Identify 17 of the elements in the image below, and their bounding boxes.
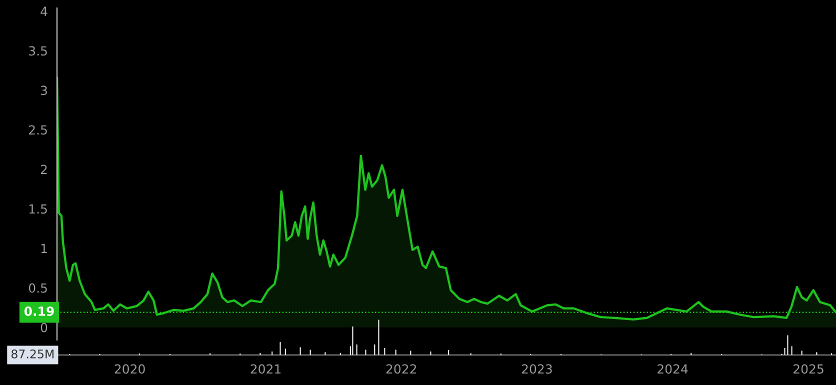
y-tick-label: 0 <box>40 322 48 332</box>
y-tick-label: 4 <box>40 6 48 16</box>
y-tick-label: 1.5 <box>29 204 47 214</box>
x-tick-label: 2022 <box>386 364 416 374</box>
y-tick-label: 1 <box>41 244 47 254</box>
x-tick-label: 2023 <box>522 364 552 374</box>
y-tick-label: 2 <box>40 164 47 174</box>
ref-line-label: 0.19 <box>24 306 54 316</box>
y-tick-label: 3 <box>40 86 47 96</box>
text: 87.25M <box>11 349 54 358</box>
y-tick-label: 2.5 <box>29 125 47 135</box>
x-tick-label: 2025 <box>794 364 824 374</box>
x-tick-label: 2024 <box>658 364 688 374</box>
y-tick-label: 0.5 <box>28 283 47 293</box>
x-tick-label: 2020 <box>114 364 145 374</box>
x-tick-label: 2021 <box>250 364 281 374</box>
y-tick-label: 3.5 <box>29 46 47 56</box>
